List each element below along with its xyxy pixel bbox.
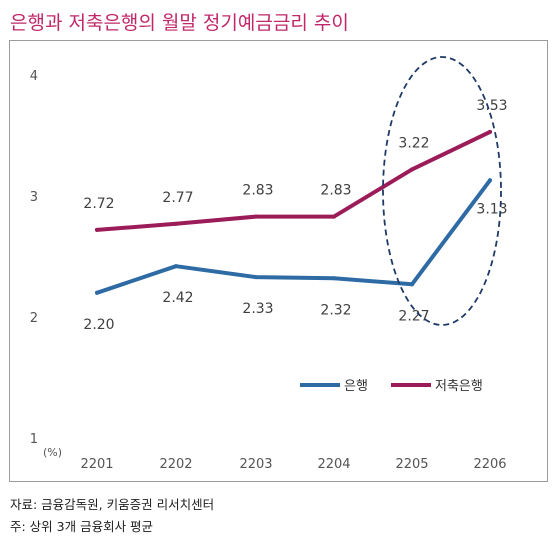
bank-data-point: [254, 275, 258, 280]
bank-data-point: [488, 178, 492, 183]
bank-data-point: [410, 282, 414, 287]
x-tick-label: 2203: [239, 457, 272, 472]
bank-data-point: [95, 290, 99, 295]
y-axis-unit: (%): [43, 446, 62, 459]
x-tick-label: 2205: [395, 457, 428, 472]
y-tick-label: 2: [30, 311, 38, 326]
footnote: 주: 상위 3개 금융회사 평균: [10, 519, 154, 534]
x-tick-label: 2201: [80, 457, 113, 472]
legend-label-savings: 저축은행: [435, 378, 483, 394]
savings-data-label: 2.72: [83, 196, 114, 212]
bank-data-label: 2.27: [398, 308, 429, 324]
savings-data-label: 2.77: [162, 190, 193, 206]
savings-data-point: [254, 214, 258, 219]
savings-series-line: [95, 129, 492, 232]
savings-data-point: [332, 214, 336, 219]
x-tick-label: 2204: [317, 457, 350, 472]
savings-data-point: [95, 227, 99, 232]
bank-data-point: [174, 264, 178, 269]
savings-data-label: 3.53: [476, 98, 507, 114]
y-tick-label: 3: [30, 190, 38, 205]
bank-series-line: [95, 178, 492, 295]
x-tick-label: 2202: [159, 457, 192, 472]
bank-data-label: 2.42: [162, 290, 193, 306]
chart-frame: [9, 40, 548, 482]
chart-title: 은행과 저축은행의 월말 정기예금금리 추이: [10, 12, 349, 34]
source-note: 자료: 금융감독원, 키움증권 리서치센터: [10, 497, 215, 512]
y-tick-label: 1: [30, 432, 38, 447]
bank-data-label: 2.32: [320, 302, 351, 318]
savings-data-label: 2.83: [320, 183, 351, 199]
bank-data-point: [332, 276, 336, 281]
bank-data-label: 2.20: [83, 317, 114, 333]
savings-data-point: [410, 167, 414, 172]
highlight-ellipse: [382, 56, 502, 326]
y-tick-label: 4: [30, 69, 38, 84]
bank-data-label: 3.13: [476, 201, 507, 217]
savings-data-label: 3.22: [398, 135, 429, 151]
legend-label-bank: 은행: [344, 378, 368, 394]
savings-data-point: [488, 129, 492, 134]
savings-data-label: 2.83: [242, 183, 273, 199]
bank-data-label: 2.33: [242, 301, 273, 317]
savings-data-point: [174, 221, 178, 226]
x-tick-label: 2206: [473, 457, 506, 472]
